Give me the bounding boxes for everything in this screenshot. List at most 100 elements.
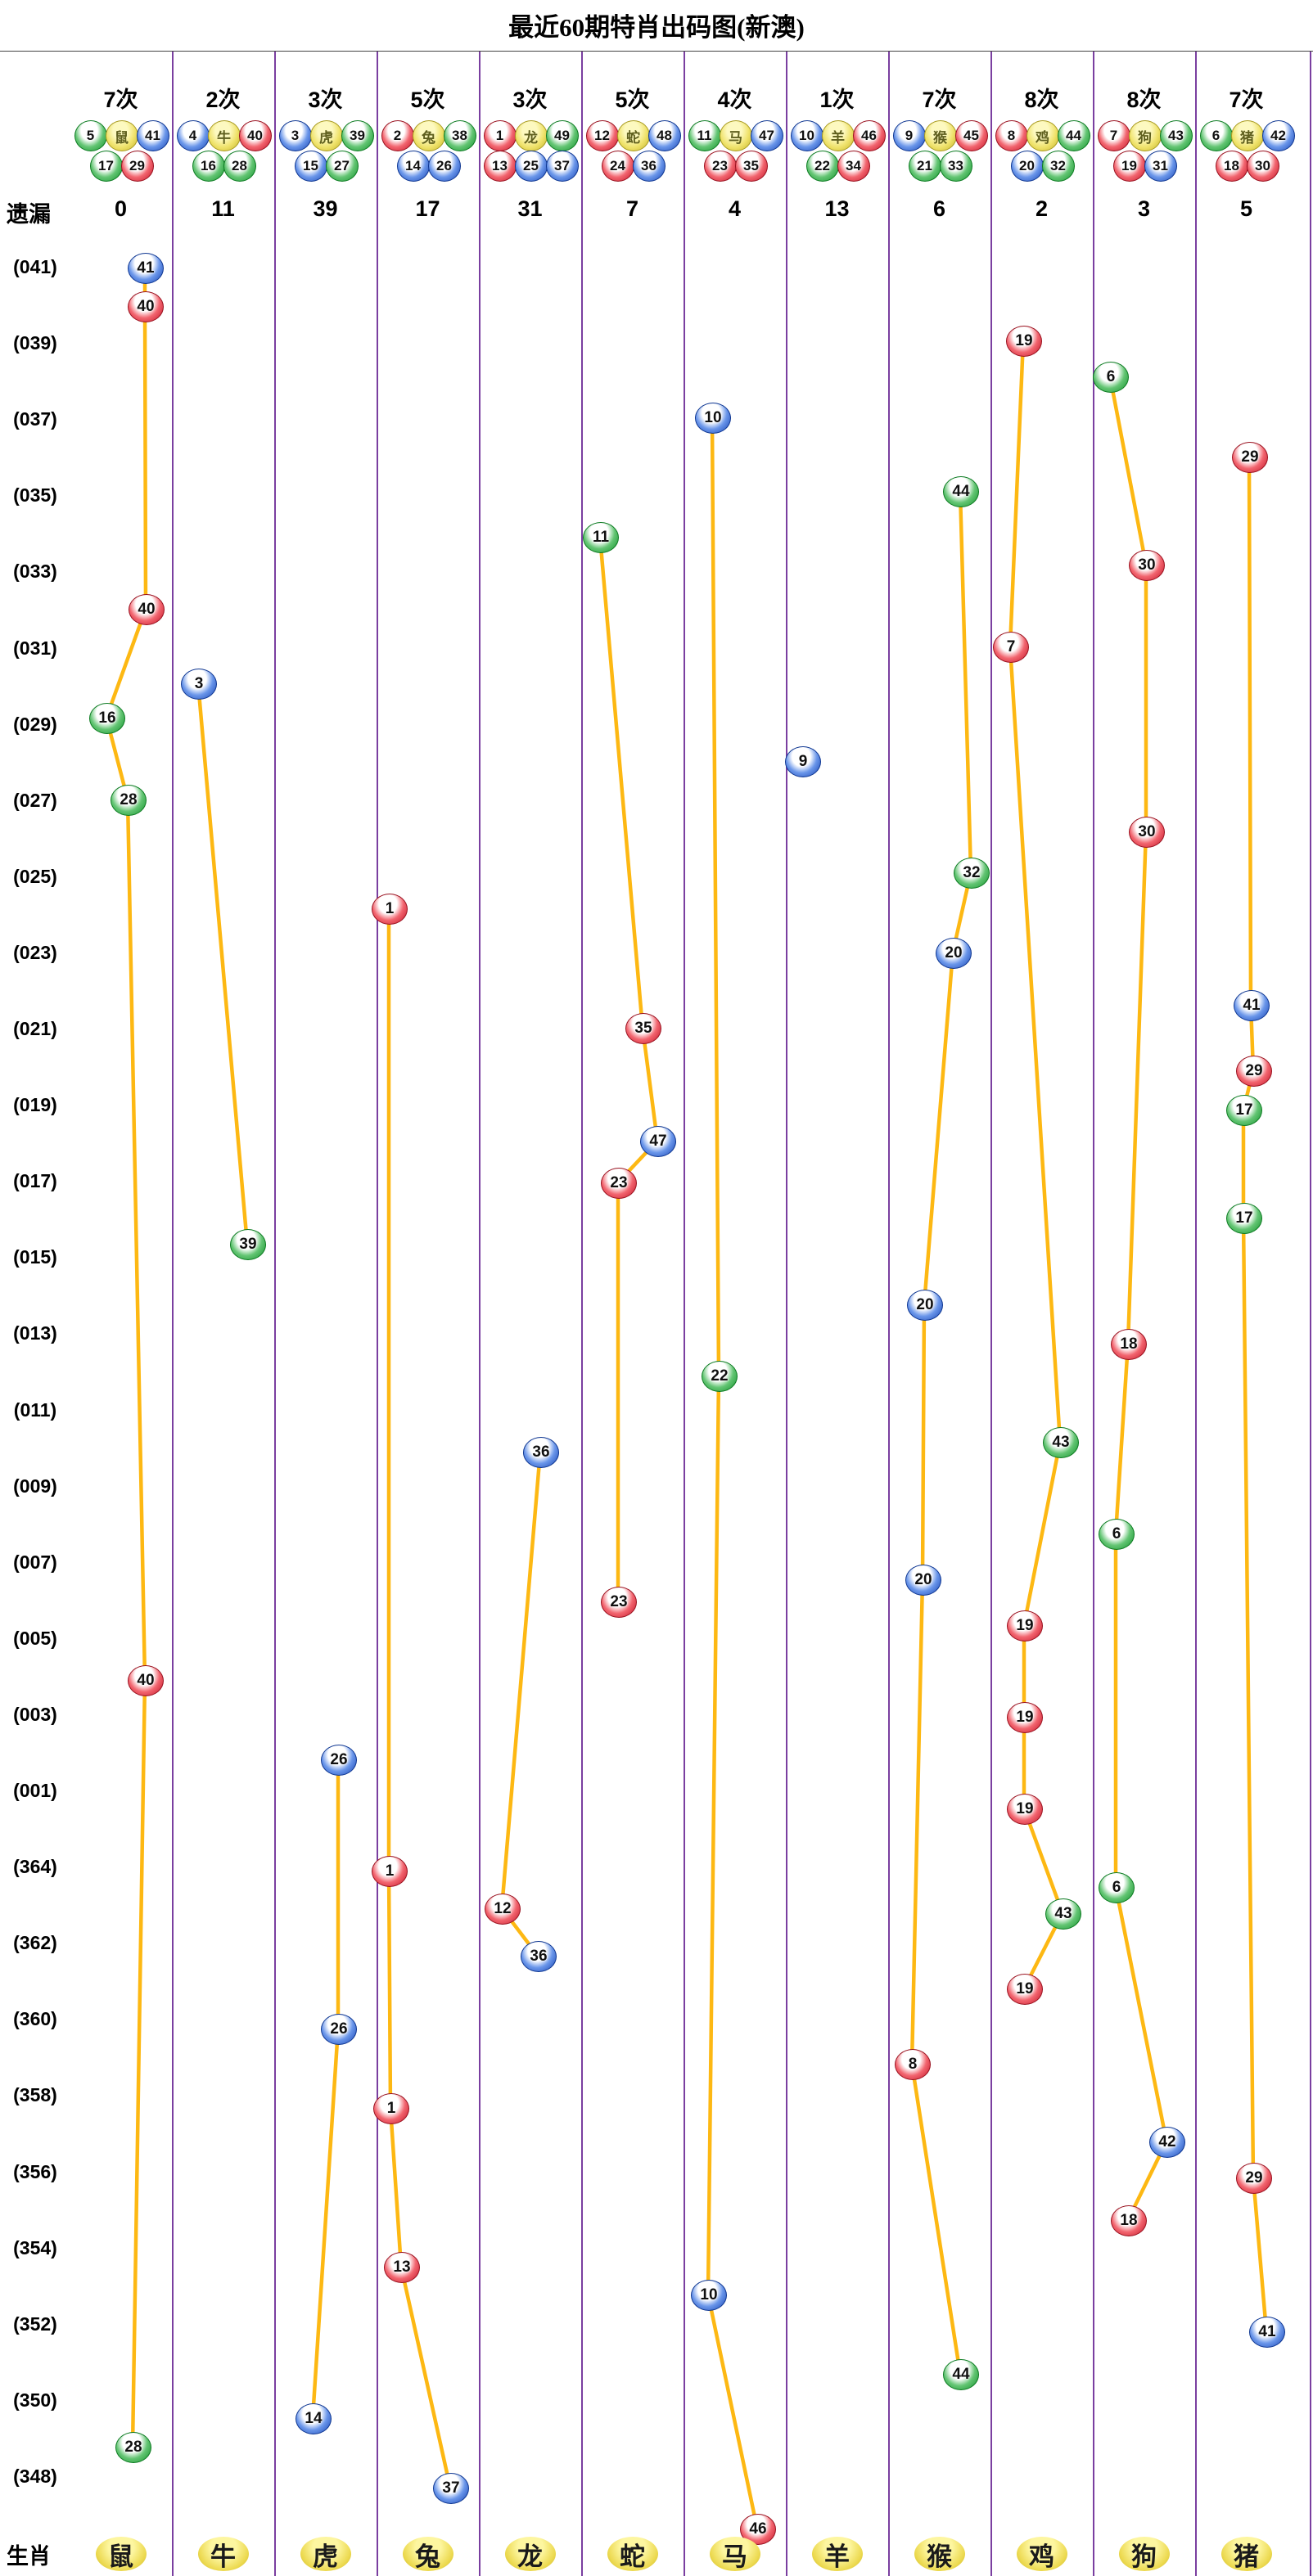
- header-number-ball: 32: [1041, 151, 1075, 182]
- count-label: 3次: [512, 88, 548, 112]
- header-number-ball: 42: [1261, 120, 1295, 151]
- count-label: 2次: [205, 88, 241, 112]
- header-number-ball: 29: [120, 151, 154, 182]
- header-number-ball: 43: [1159, 120, 1193, 151]
- zodiac-footer-pill: 狗: [1118, 2537, 1170, 2571]
- chart-ball: 10: [695, 403, 731, 434]
- header-number-ball: 46: [852, 120, 886, 151]
- miss-value: 13: [824, 196, 850, 221]
- chart-ball: 23: [601, 1587, 637, 1618]
- period-label: (352): [13, 2313, 57, 2335]
- zodiac-footer-pill: 鼠: [95, 2537, 147, 2571]
- period-label: (354): [13, 2236, 57, 2259]
- header-number-ball: 22: [805, 151, 839, 182]
- miss-value: 5: [1239, 196, 1253, 221]
- header-number-ball: 23: [703, 151, 737, 182]
- period-label: (360): [13, 2008, 57, 2030]
- chart-ball: 23: [601, 1168, 637, 1199]
- count-label: 4次: [717, 88, 752, 112]
- period-label: (017): [13, 1170, 57, 1192]
- chart-ball: 17: [1226, 1095, 1262, 1126]
- chart-ball: 37: [433, 2473, 469, 2504]
- period-label: (007): [13, 1551, 57, 1573]
- header-number-ball: 3: [278, 120, 312, 151]
- column-separator: [990, 52, 992, 2576]
- trend-line-虎: [310, 1759, 341, 2419]
- chart-ball: 43: [1043, 1427, 1079, 1458]
- chart-ball: 1: [373, 2093, 409, 2124]
- header-number-ball: 49: [545, 120, 579, 151]
- chart-ball: 10: [691, 2280, 727, 2311]
- period-label: (364): [13, 1856, 57, 1878]
- zodiac-footer-pill: 猴: [914, 2537, 965, 2571]
- period-label: (027): [13, 789, 57, 811]
- header-number-ball: 1: [483, 120, 517, 151]
- column-separator: [581, 52, 583, 2576]
- header-zodiac-name-ball: 蛇: [616, 120, 650, 151]
- header-number-ball: 14: [396, 151, 430, 182]
- header-number-ball: 38: [443, 120, 476, 151]
- miss-value: 17: [415, 196, 440, 221]
- chart-ball: 26: [321, 2014, 357, 2045]
- period-label: (001): [13, 1780, 57, 1801]
- chart-ball: 6: [1099, 1519, 1135, 1550]
- chart-ball: 40: [128, 1665, 164, 1696]
- period-label: (011): [13, 1398, 57, 1421]
- header-number-ball: 13: [483, 151, 517, 182]
- chart-ball: 19: [1007, 1610, 1043, 1642]
- count-label: 7次: [1229, 88, 1264, 112]
- chart-ball: 8: [895, 2049, 931, 2080]
- header-number-ball: 47: [750, 120, 783, 151]
- column-separator: [274, 52, 276, 2576]
- chart-ball: 43: [1045, 1898, 1081, 1930]
- trend-line-马: [706, 417, 760, 2529]
- header-number-ball: 40: [238, 120, 272, 151]
- header-zodiac-name-ball: 羊: [821, 120, 855, 151]
- column-separator: [1310, 52, 1311, 2576]
- header-zodiac-name-ball: 龙: [514, 120, 548, 151]
- period-label: (358): [13, 2084, 57, 2106]
- trend-line-猴: [909, 490, 973, 2375]
- trend-line-狗: [1108, 376, 1169, 2221]
- period-label: (356): [13, 2160, 57, 2182]
- period-label: (039): [13, 332, 57, 354]
- chart-ball: 40: [128, 291, 164, 322]
- header-number-ball: 28: [223, 151, 256, 182]
- chart-ball: 19: [1007, 1794, 1043, 1825]
- column-separator: [888, 52, 890, 2576]
- header-zodiac-name-ball: 虎: [309, 120, 343, 151]
- chart-ball: 20: [936, 938, 972, 969]
- header-number-ball: 45: [954, 120, 988, 151]
- period-label: (031): [13, 637, 57, 659]
- header-number-ball: 10: [790, 120, 823, 151]
- miss-value: 39: [313, 196, 338, 221]
- header-zodiac-name-ball: 猪: [1230, 120, 1264, 151]
- period-label: (015): [13, 1246, 57, 1268]
- zodiac-footer-pill: 牛: [197, 2537, 249, 2571]
- chart-ball: 19: [1007, 1702, 1043, 1733]
- period-label: (033): [13, 561, 57, 583]
- chart-ball: 28: [115, 2432, 151, 2463]
- header-number-ball: 7: [1097, 120, 1130, 151]
- chart-ball: 29: [1236, 1056, 1272, 1087]
- column-separator: [684, 52, 685, 2576]
- chart-ball: 32: [954, 858, 990, 889]
- chart-ball: 30: [1129, 550, 1165, 581]
- header-number-ball: 4: [176, 120, 210, 151]
- zodiac-footer-pill: 羊: [811, 2537, 863, 2571]
- chart-ball: 14: [296, 2403, 332, 2434]
- trend-line-鸡: [1008, 340, 1065, 1990]
- header-number-ball: 21: [908, 151, 941, 182]
- chart-ball: 1: [372, 1856, 408, 1887]
- column-separator: [1093, 52, 1094, 2576]
- column-separator: [479, 52, 481, 2576]
- period-label: (023): [13, 941, 57, 963]
- count-label: 1次: [819, 88, 855, 112]
- header-number-ball: 39: [341, 120, 374, 151]
- period-label: (025): [13, 865, 57, 887]
- column-separator: [1195, 52, 1197, 2576]
- header-number-ball: 6: [1199, 120, 1233, 151]
- zodiac-footer-pill: 马: [709, 2537, 760, 2571]
- chart-ball: 29: [1232, 442, 1268, 473]
- chart-ball: 13: [384, 2252, 420, 2283]
